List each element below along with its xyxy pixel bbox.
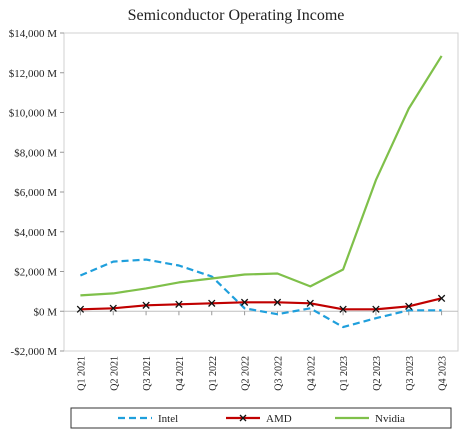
- x-tick-label: Q2 2023: [372, 356, 383, 391]
- series-line-intel: [79, 258, 442, 329]
- legend-item-intel: Intel: [118, 413, 178, 425]
- data-point-amd: [175, 300, 183, 308]
- legend-label: Nvidia: [375, 413, 405, 425]
- data-point-amd: [372, 305, 380, 313]
- data-point-amd: [142, 301, 150, 309]
- data-point-amd: [109, 304, 117, 312]
- legend-box: [70, 407, 452, 429]
- y-tick-label: $12,000 M: [9, 68, 58, 80]
- data-point-amd: [76, 305, 85, 313]
- legend-label: Intel: [158, 413, 178, 425]
- y-tick-label: -$2,000 M: [11, 346, 58, 358]
- y-tick-label: $0 M: [33, 306, 57, 318]
- series-line-nvidia: [80, 55, 443, 297]
- x-tick-label: Q2 2021: [109, 356, 120, 391]
- series-layer: [76, 55, 446, 329]
- data-point-amd: [339, 305, 347, 313]
- x-tick-label: Q2 2022: [241, 356, 252, 391]
- x-tick-label: Q4 2021: [175, 356, 186, 391]
- data-point-amd: [208, 299, 216, 307]
- y-tick-label: $4,000 M: [14, 227, 57, 239]
- series-line-amd: [80, 297, 442, 311]
- y-axis: -$2,000 M $0 M $2,000 M $4,000 M $6,000 M $8,…: [9, 28, 458, 358]
- x-tick-label: Q4 2022: [306, 356, 317, 391]
- x-tick-label: Q3 2022: [273, 356, 284, 391]
- x-tick-label: Q1 2022: [208, 356, 219, 391]
- y-tick-label: $14,000 M: [9, 28, 58, 40]
- chart-title: Semiconductor Operating Income: [128, 7, 345, 24]
- data-point-amd: [240, 298, 249, 306]
- legend-label: AMD: [266, 413, 292, 425]
- x-axis: Q1 2021 Q2 2021 Q3 2021 Q4 2021 Q1 2022 Q2 20…: [76, 311, 449, 391]
- data-point-amd: [405, 302, 413, 310]
- y-tick-label: $8,000 M: [14, 147, 57, 159]
- data-point-amd: [273, 298, 282, 306]
- legend: Intel AMD Nvidia: [70, 407, 452, 429]
- data-point-amd: [437, 294, 446, 302]
- x-tick-label: Q4 2023: [438, 356, 449, 391]
- y-tick-label: $10,000 M: [9, 108, 58, 120]
- x-tick-label: Q3 2023: [405, 356, 416, 391]
- x-tick-label: Q1 2023: [339, 356, 350, 391]
- legend-item-amd: AMD: [226, 413, 292, 425]
- x-tick-label: Q1 2021: [76, 356, 87, 391]
- legend-item-nvidia: Nvidia: [335, 413, 405, 425]
- y-tick-label: $6,000 M: [14, 187, 57, 199]
- y-tick-label: $2,000 M: [14, 267, 57, 279]
- x-tick-label: Q3 2021: [142, 356, 153, 391]
- data-point-amd: [306, 299, 314, 307]
